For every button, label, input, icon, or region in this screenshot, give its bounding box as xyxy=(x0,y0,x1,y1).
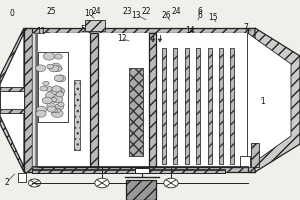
Text: 6: 6 xyxy=(197,10,202,20)
Circle shape xyxy=(52,63,60,69)
Circle shape xyxy=(40,86,47,91)
Circle shape xyxy=(51,110,63,117)
Text: 5: 5 xyxy=(81,25,85,34)
Text: 24: 24 xyxy=(171,7,181,16)
Polygon shape xyxy=(0,28,24,172)
Polygon shape xyxy=(255,28,300,172)
Text: 22: 22 xyxy=(141,7,151,16)
Circle shape xyxy=(51,108,58,113)
Text: 26: 26 xyxy=(162,11,171,21)
Bar xyxy=(90,33,98,167)
Circle shape xyxy=(53,66,62,72)
Bar xyxy=(196,48,200,164)
Bar xyxy=(32,170,225,173)
Bar xyxy=(219,48,223,164)
Circle shape xyxy=(51,98,57,102)
Text: 10: 10 xyxy=(85,9,94,19)
Circle shape xyxy=(55,75,66,82)
Polygon shape xyxy=(248,33,291,167)
Text: 7: 7 xyxy=(244,23,248,32)
Circle shape xyxy=(49,65,59,72)
Circle shape xyxy=(46,92,57,99)
Bar xyxy=(24,28,32,172)
Text: 0: 0 xyxy=(10,8,14,18)
Circle shape xyxy=(56,92,64,97)
Text: 25: 25 xyxy=(46,6,56,16)
Bar xyxy=(126,180,156,200)
Circle shape xyxy=(55,104,64,110)
Text: 24: 24 xyxy=(91,7,101,16)
Circle shape xyxy=(43,53,55,60)
Circle shape xyxy=(164,178,178,188)
Bar xyxy=(251,143,259,167)
Bar xyxy=(208,48,212,164)
Bar xyxy=(24,28,255,33)
Circle shape xyxy=(47,103,55,108)
Circle shape xyxy=(54,54,62,59)
Circle shape xyxy=(36,65,46,72)
Bar xyxy=(32,33,37,167)
Polygon shape xyxy=(0,33,24,167)
Bar xyxy=(32,169,225,173)
Circle shape xyxy=(37,106,46,113)
Bar xyxy=(32,33,248,167)
Circle shape xyxy=(95,178,109,188)
Text: 12: 12 xyxy=(117,34,127,43)
Circle shape xyxy=(47,106,56,112)
Circle shape xyxy=(54,75,64,81)
Circle shape xyxy=(53,108,61,113)
Text: 23: 23 xyxy=(123,7,132,16)
Circle shape xyxy=(47,64,54,69)
Bar xyxy=(85,20,105,31)
Bar xyxy=(230,48,234,164)
Bar xyxy=(185,48,189,164)
Polygon shape xyxy=(158,39,162,42)
Polygon shape xyxy=(151,39,155,42)
Text: 11: 11 xyxy=(36,27,45,36)
Circle shape xyxy=(56,66,62,71)
Bar xyxy=(0,91,24,109)
Text: 6: 6 xyxy=(197,7,202,16)
Bar xyxy=(38,52,68,122)
Bar xyxy=(248,28,255,172)
Bar xyxy=(129,68,143,156)
Text: 15: 15 xyxy=(208,14,218,22)
Circle shape xyxy=(42,97,52,104)
Circle shape xyxy=(51,87,62,95)
Bar xyxy=(148,33,156,167)
Bar xyxy=(173,48,177,164)
Circle shape xyxy=(36,110,46,117)
Bar xyxy=(18,173,26,182)
Text: 13: 13 xyxy=(132,10,141,20)
Text: 2: 2 xyxy=(4,178,9,187)
Bar xyxy=(24,167,255,172)
Circle shape xyxy=(52,86,61,92)
Circle shape xyxy=(28,179,40,187)
Circle shape xyxy=(53,87,65,95)
Bar xyxy=(162,48,166,164)
Text: 14: 14 xyxy=(186,26,195,35)
Circle shape xyxy=(46,87,53,91)
Bar xyxy=(74,80,80,150)
Bar xyxy=(135,168,148,173)
Circle shape xyxy=(58,102,64,106)
Bar xyxy=(240,156,250,167)
Circle shape xyxy=(43,81,49,86)
Circle shape xyxy=(52,96,63,103)
Bar xyxy=(0,87,24,113)
Text: 1: 1 xyxy=(260,98,265,106)
